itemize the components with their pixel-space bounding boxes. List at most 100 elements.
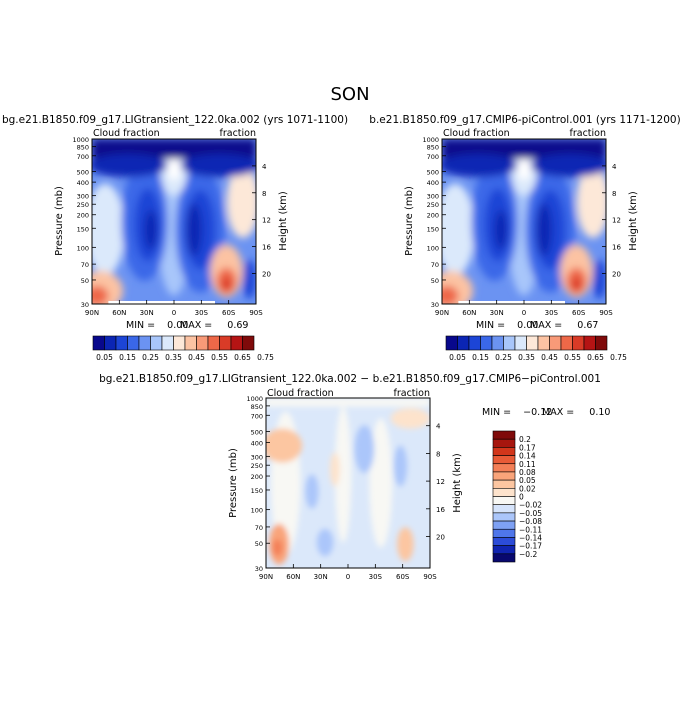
y-tick-label: 150 [77, 225, 89, 233]
y2-tick-label: 12 [262, 217, 271, 225]
colorbar-label: −0.2 [519, 550, 537, 559]
colorbar-swatch [492, 496, 516, 505]
colorbar-label: −0.05 [519, 509, 542, 518]
panel-right-field [442, 139, 606, 304]
panel-left-variable-label: Cloud fraction [93, 128, 160, 139]
panel-diff-y2label: Height (km) [452, 453, 463, 513]
colorbar-label: −0.02 [519, 501, 542, 510]
colorbar-swatch [492, 438, 516, 448]
x-tick-label: 60S [222, 309, 236, 317]
colorbar-swatch [492, 504, 516, 514]
colorbar-swatch [492, 512, 516, 522]
y-tick-label: 50 [81, 277, 89, 285]
x-tick-label: 0 [346, 573, 350, 581]
panel-left-y2label: Height (km) [278, 191, 289, 251]
field-surface-mask [458, 301, 565, 304]
panel-diff-title: bg.e21.B1850.f09_g17.LIGtransient_122.0k… [99, 373, 601, 385]
colorbar-label: 0.15 [119, 353, 136, 362]
x-tick-label: 60N [462, 309, 476, 317]
x-tick-label: 0 [522, 309, 526, 317]
colorbar-swatch [150, 335, 163, 351]
colorbar-swatch [537, 335, 550, 351]
panel-right-ylabel: Pressure (mb) [404, 186, 415, 256]
panel-left-min: MIN = 0.00 [126, 320, 188, 331]
colorbar-swatch [138, 335, 151, 351]
colorbar-swatch [127, 335, 140, 351]
y2-tick-label: 8 [262, 190, 266, 198]
panel-diff-x-ticks: 90N 60N 30N 0 30S 60S 90S [259, 564, 437, 581]
y2-tick-label: 12 [436, 478, 445, 486]
colorbar-label: 0.35 [165, 353, 182, 362]
x-tick-label: 60S [396, 573, 410, 581]
colorbar-swatch [492, 545, 516, 555]
y-tick-label: 30 [81, 301, 89, 309]
y-tick-label: 30 [431, 301, 439, 309]
y-tick-label: 150 [427, 225, 439, 233]
panel-left: bg.e21.B1850.f09_g17.LIGtransient_122.0k… [2, 114, 348, 362]
colorbar-swatch [104, 335, 117, 351]
y-tick-label: 1000 [422, 136, 439, 144]
field-contours [92, 139, 256, 304]
y-tick-label: 100 [427, 244, 439, 252]
y-tick-label: 500 [427, 169, 439, 177]
colorbar-swatch [161, 335, 174, 351]
panel-left-units-label: fraction [220, 128, 257, 139]
colorbar-swatch [457, 335, 470, 351]
x-tick-label: 30S [195, 309, 209, 317]
colorbar-swatch [492, 447, 516, 456]
colorbar-label: −0.14 [519, 533, 542, 542]
colorbar-swatch [242, 335, 255, 351]
y-tick-label: 200 [251, 473, 263, 481]
colorbar-label: 0.15 [472, 353, 489, 362]
colorbar-label: 0.08 [519, 468, 536, 477]
panel-right-x-ticks: 90N 60N 30N 0 30S 60S 90S [435, 300, 613, 317]
panel-left-title: bg.e21.B1850.f09_g17.LIGtransient_122.0k… [2, 114, 348, 126]
panel-diff: bg.e21.B1850.f09_g17.LIGtransient_122.0k… [99, 373, 610, 581]
y-tick-label: 300 [251, 453, 263, 461]
colorbar-swatch [480, 335, 493, 351]
colorbar-swatch [572, 335, 585, 351]
y-tick-label: 200 [427, 212, 439, 220]
y-tick-label: 400 [77, 179, 89, 187]
x-tick-label: 90N [259, 573, 273, 581]
colorbar-label: 0.25 [142, 353, 159, 362]
x-tick-label: 90S [249, 309, 263, 317]
x-tick-label: 30N [140, 309, 154, 317]
colorbar-label: 0.05 [519, 476, 536, 485]
colorbar-swatch [492, 488, 516, 497]
y2-tick-label: 12 [612, 217, 621, 225]
colorbar-swatch [595, 335, 608, 351]
x-tick-label: 0 [172, 309, 176, 317]
y-tick-label: 1000 [246, 395, 263, 403]
colorbar-swatch [492, 471, 516, 481]
x-tick-label: 30S [545, 309, 559, 317]
colorbar-swatch [492, 430, 516, 440]
panel-diff-field [266, 398, 430, 568]
field-contours [266, 398, 430, 565]
colorbar-swatch [492, 553, 516, 563]
y-tick-label: 250 [251, 462, 263, 470]
y-tick-label: 500 [77, 169, 89, 177]
field-contours [442, 139, 606, 304]
y-tick-label: 50 [431, 277, 439, 285]
panel-right-units-label: fraction [570, 128, 607, 139]
colorbar-swatch [560, 335, 573, 351]
colorbar-label: 0.05 [449, 353, 466, 362]
colorbar-swatch [526, 335, 539, 351]
y-tick-label: 250 [427, 201, 439, 209]
y-tick-label: 100 [251, 507, 263, 515]
y-tick-label: 200 [77, 212, 89, 220]
panel-diff-min: MIN = −0.12 [482, 407, 552, 418]
x-tick-label: 60S [572, 309, 586, 317]
colorbar-swatch [492, 455, 516, 465]
colorbar-label: 0.75 [610, 353, 627, 362]
colorbar-label: 0.45 [541, 353, 558, 362]
colorbar-swatch [184, 335, 197, 351]
colorbar-left: 0.05 0.15 0.25 0.35 0.45 0.55 0.65 0.75 [92, 335, 274, 362]
y-tick-label: 50 [255, 540, 263, 548]
colorbar-swatch [503, 335, 516, 351]
panel-diff-variable-label: Cloud fraction [267, 388, 334, 399]
y2-tick-label: 20 [436, 534, 445, 542]
